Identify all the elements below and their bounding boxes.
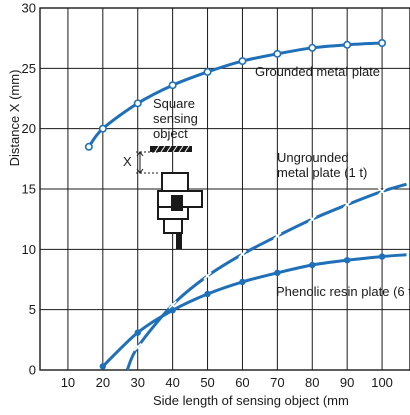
y-tick-label: 25 [22, 61, 36, 76]
y-tick-label: 10 [22, 242, 36, 257]
data-point [274, 269, 281, 277]
x-tick-label: 80 [305, 375, 319, 390]
x-tick-label: 30 [131, 375, 145, 390]
x-tick-label: 50 [200, 375, 214, 390]
data-point [203, 67, 212, 76]
y-tick-label: 0 [29, 363, 36, 378]
distance-x-label: X [123, 154, 132, 169]
data-point [238, 249, 247, 259]
series-labels: Grounded metal plate Ungrounded metal pl… [255, 64, 410, 299]
sensing-object-label-line-3: object [153, 126, 188, 141]
y-tick-label: 5 [29, 302, 36, 317]
distance-x-marker [136, 151, 160, 174]
data-point [133, 342, 142, 352]
y-tick-label: 20 [22, 121, 36, 136]
series-ungrounded-metal-plate [125, 182, 407, 371]
data-point [343, 40, 352, 49]
data-point [378, 38, 387, 47]
plate-hatching [154, 145, 190, 153]
y-tick-label: 30 [22, 1, 36, 16]
data-point [238, 57, 247, 66]
data-point [168, 300, 177, 310]
data-point [309, 261, 316, 269]
data-point [343, 256, 351, 264]
data-point [239, 278, 246, 286]
data-point [308, 214, 317, 224]
sensing-object-label-line-2: sensing [153, 111, 198, 126]
x-tick-label: 100 [371, 375, 393, 390]
data-point [133, 99, 142, 108]
x-tick-label: 20 [96, 375, 110, 390]
data-point [378, 253, 386, 260]
x-tick-label: 40 [165, 375, 179, 390]
x-axis-label: Side length of sensing object (mm [153, 393, 349, 408]
grid-lines [39, 7, 410, 371]
data-series [84, 38, 407, 371]
series-line [101, 253, 407, 368]
data-point [84, 142, 93, 151]
data-point [204, 290, 211, 298]
x-tick-label: 60 [235, 375, 249, 390]
series-grounded-metal-plate [84, 38, 387, 151]
data-point [98, 124, 107, 133]
x-tick-label: 70 [270, 375, 284, 390]
proximity-sensor-icon [157, 172, 203, 249]
ungrounded-label-line-2: metal plate (1 t) [277, 165, 367, 180]
phenolic-series-label: Phenolic resin plate (6 t) [276, 284, 410, 299]
data-point [273, 231, 282, 241]
data-point [169, 307, 176, 314]
tick-labels: 10 20 30 40 50 60 70 80 90 100 0 5 10 15 20 25 30 [22, 1, 393, 391]
x-tick-label: 10 [61, 375, 75, 390]
data-point [377, 187, 387, 196]
x-tick-label: 90 [340, 375, 354, 390]
y-axis-label: Distance X (mm) [7, 70, 22, 167]
ungrounded-label-line-1: Ungrounded [277, 150, 349, 165]
series-line [125, 182, 407, 371]
sensing-object-diagram: Square sensing object X [123, 96, 203, 249]
sensing-object-label-line-1: Square [153, 96, 195, 111]
y-tick-label: 15 [22, 182, 36, 197]
series-phenolic-resin-plate [99, 253, 407, 370]
data-point [134, 329, 141, 336]
data-point [99, 363, 107, 370]
data-point [168, 81, 177, 90]
data-point [342, 200, 352, 209]
data-point [273, 49, 282, 58]
data-point [203, 271, 212, 281]
grounded-series-label: Grounded metal plate [255, 64, 380, 79]
data-point [308, 43, 317, 52]
sensing-object-plate [150, 146, 192, 152]
series-line [87, 41, 383, 148]
